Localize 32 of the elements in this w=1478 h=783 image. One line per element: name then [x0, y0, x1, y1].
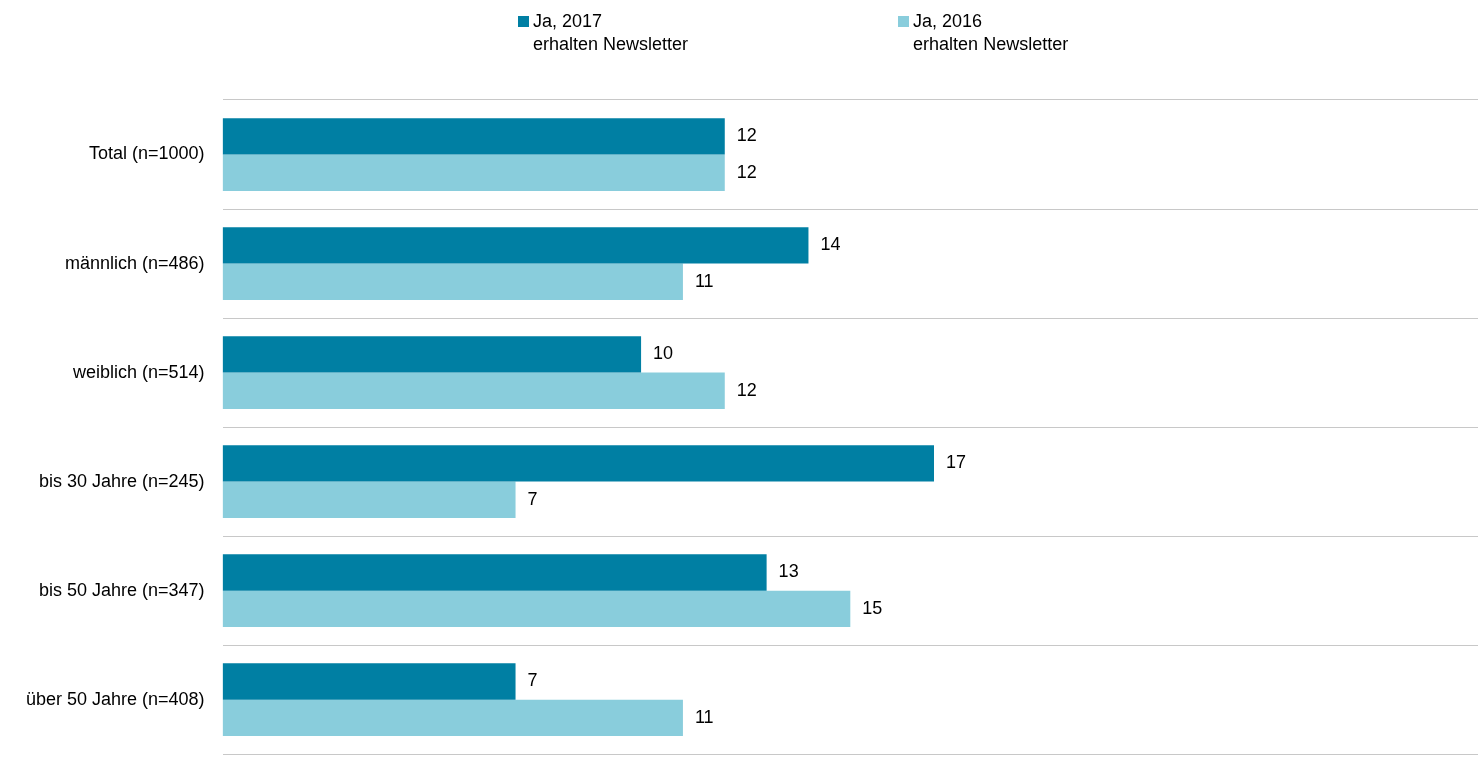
- bar: [222, 663, 516, 700]
- bar: [222, 699, 683, 737]
- data-label: 7: [527, 488, 538, 509]
- y-tick-label: über 50 Jahre (n=408): [26, 688, 205, 709]
- data-label: 12: [736, 125, 757, 146]
- bar: [222, 336, 642, 373]
- legend-label: Ja, 2016 erhalten Newsletter: [913, 10, 1069, 56]
- bar: [222, 481, 516, 518]
- data-label: 13: [778, 561, 799, 582]
- data-label: 10: [653, 343, 674, 364]
- bar: [222, 263, 683, 300]
- data-label: 12: [736, 161, 757, 182]
- bar: [222, 118, 725, 155]
- y-tick-label: Total (n=1000): [89, 143, 205, 164]
- y-tick-label: männlich (n=486): [65, 252, 205, 273]
- bar: [222, 372, 725, 409]
- data-label: 12: [736, 379, 757, 400]
- data-label: 17: [946, 452, 967, 473]
- bar: [222, 445, 934, 482]
- bar: [222, 154, 725, 191]
- y-tick-label: bis 30 Jahre (n=245): [39, 470, 205, 491]
- y-tick-label: weiblich (n=514): [72, 361, 205, 382]
- data-label: 11: [694, 706, 714, 727]
- data-label: 11: [694, 270, 714, 291]
- data-label: 7: [527, 670, 538, 691]
- legend-label: Ja, 2017 erhalten Newsletter: [533, 10, 689, 56]
- bar: [222, 590, 851, 628]
- data-label: 14: [820, 234, 841, 255]
- data-label: 15: [862, 597, 883, 618]
- bar: [222, 554, 767, 591]
- bar: [222, 227, 809, 264]
- y-tick-label: bis 50 Jahre (n=347): [39, 579, 205, 600]
